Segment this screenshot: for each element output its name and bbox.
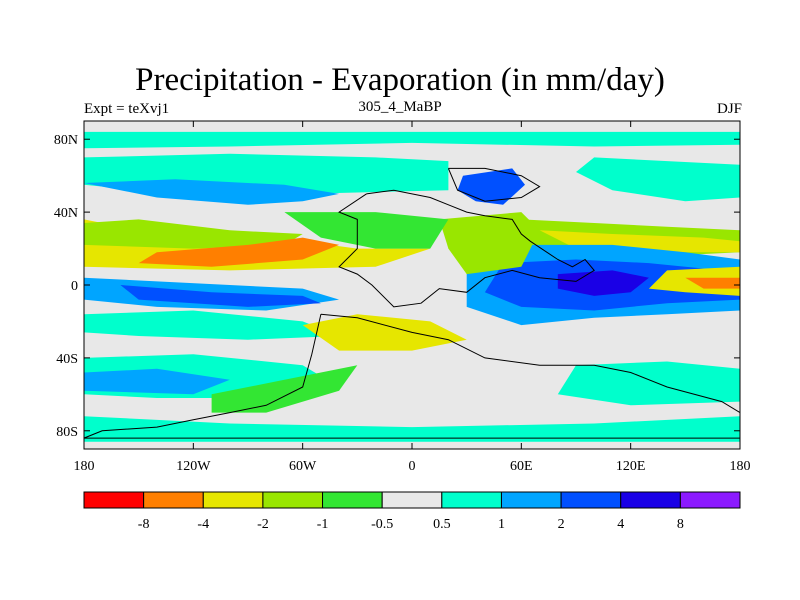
colorbar-swatch [381,491,443,509]
colorbar-swatch [560,491,622,509]
colorbar-label: -1 [317,517,329,532]
field-pangea-yellow [302,314,467,351]
x-tick-label: 120E [616,459,646,474]
map-plot-area [84,121,740,449]
colorbar-swatch [143,491,204,509]
field-tethys-lime [439,212,540,275]
field-eq-blue-dark [120,285,321,307]
colorbar-swatch [83,491,145,509]
colorbar-swatch [679,491,741,509]
x-tick-label: 180 [730,459,751,474]
field-east-orange [685,277,740,289]
field-nh-polar-cyan [84,131,740,149]
season-label: DJF [716,101,742,117]
colorbar-label: -4 [197,517,209,532]
x-tick-label: 120W [176,459,211,474]
field-trop-n-orange [138,237,340,267]
y-tick-label: 80S [56,425,78,440]
y-tick-label: 0 [71,279,78,294]
x-tick-label: 180 [74,459,95,474]
y-tick-label: 40N [54,206,78,221]
map-title: Precipitation - Evaporation (in mm/day) [135,62,665,98]
x-axis: 180 120W 60W 0 60E 120E 180 [74,121,751,474]
x-tick-label: 60E [510,459,533,474]
field-io-darkest [557,270,649,296]
y-axis: 80N 40N 0 40S 80S [54,133,740,440]
field-sh-lightblue [84,368,230,395]
pangea-north-coast [338,189,595,308]
colorbar-label: -0.5 [371,517,393,532]
colorbar-swatch [500,491,562,509]
colorbar-label: -8 [138,517,150,532]
field-sh-cyan [84,310,340,340]
x-tick-label: 0 [409,459,416,474]
pangea-south-coast [84,313,740,439]
colorbar-label: 2 [558,517,565,532]
field-n-america-blue [457,168,525,205]
north-block-coast [447,167,541,202]
experiment-label: Expt = teXvj1 [84,101,170,117]
colorbar-swatch [322,491,383,509]
field-nh-west-blue [84,179,340,205]
field-ant-cyan [84,416,740,442]
field-pangea-green [284,212,449,249]
age-label: 305_4_MaBP [358,99,442,115]
colorbar-label: 1 [498,517,505,532]
colorbar-label: 4 [617,517,624,532]
field-nh-east-cyan [576,157,740,202]
colorbar-swatch [441,491,502,509]
colorbar-label: 8 [677,517,684,532]
colorbar-swatch [262,491,324,509]
colorbar-swatch [620,491,681,509]
colorbar-swatch [202,491,264,509]
y-tick-label: 80N [54,133,78,148]
field-sh-green-strip [211,365,358,413]
field-trop-n-lime [84,219,303,249]
colorbar: -8 -4 -2 -1 -0.5 0.5 1 2 4 8 [83,491,741,532]
x-tick-label: 60W [289,459,317,474]
colorbar-label: -2 [257,517,269,532]
colorbar-label: 0.5 [433,517,451,532]
y-tick-label: 40S [56,352,78,367]
